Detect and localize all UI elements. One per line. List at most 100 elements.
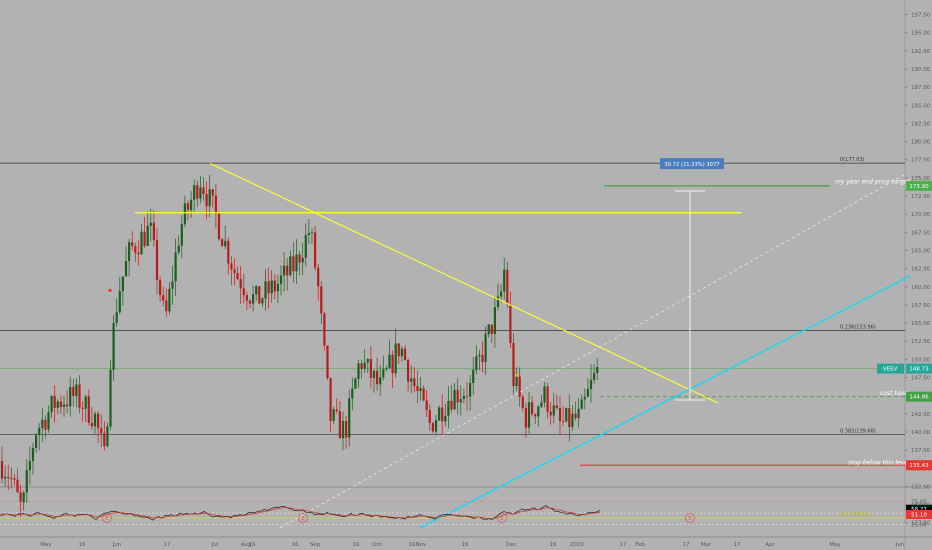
signal-dot bbox=[515, 373, 519, 377]
candle-body bbox=[103, 433, 106, 447]
candle-body bbox=[112, 322, 115, 370]
price-tag-label: 173.90 bbox=[909, 184, 929, 190]
candle-body bbox=[289, 256, 292, 276]
rsi-line bbox=[0, 505, 601, 521]
earnings-marker[interactable] bbox=[497, 513, 507, 523]
candle-body bbox=[258, 286, 261, 304]
price-axis[interactable]: 197.50 195.00 192.50 190.00 187.50 185.00 182.… bbox=[877, 13, 932, 527]
candle-body bbox=[314, 232, 317, 268]
fib-label: 0.236(153.96) bbox=[840, 325, 876, 331]
fib-label: 0.382(139.68) bbox=[840, 428, 876, 434]
earnings-marker-label: E bbox=[500, 516, 503, 522]
candle-body bbox=[444, 415, 447, 422]
descending-trendline[interactable] bbox=[209, 162, 719, 404]
candle-body bbox=[149, 222, 152, 226]
price-tag-label: 135.43 bbox=[909, 463, 929, 469]
candle-body bbox=[351, 388, 354, 399]
candle-body bbox=[500, 291, 503, 297]
rsi-value-label: 51.10 bbox=[911, 512, 927, 518]
candle-body bbox=[283, 265, 286, 276]
candle-body bbox=[425, 400, 428, 411]
candle-body bbox=[264, 281, 267, 299]
time-tick-label: 17 bbox=[620, 542, 627, 548]
candle-body bbox=[224, 240, 227, 247]
candle-body bbox=[478, 354, 481, 357]
candle-body bbox=[193, 185, 196, 200]
candle-body bbox=[593, 373, 596, 380]
candle-body bbox=[379, 377, 382, 385]
candle-body bbox=[360, 363, 363, 369]
candle-body bbox=[438, 407, 441, 421]
candle-body bbox=[245, 295, 248, 301]
candle-body bbox=[376, 370, 379, 385]
candle-body bbox=[329, 378, 332, 422]
price-tick-label: 167.50 bbox=[911, 230, 931, 236]
candle-body bbox=[447, 400, 450, 416]
candle-body bbox=[233, 269, 236, 274]
candle-body bbox=[131, 242, 134, 247]
candle-body bbox=[320, 286, 323, 314]
candle-body bbox=[84, 396, 87, 409]
candle-body bbox=[518, 376, 521, 397]
rsi-tick-label: 75.00 bbox=[911, 500, 927, 506]
candle-body bbox=[152, 222, 155, 241]
candle-body bbox=[174, 252, 177, 282]
candle-body bbox=[4, 476, 7, 479]
candle-body bbox=[335, 409, 338, 412]
candle-body bbox=[252, 294, 255, 304]
candle-body bbox=[25, 470, 28, 493]
candle-body bbox=[512, 343, 515, 387]
time-tick-label: Sep bbox=[310, 542, 321, 548]
earnings-marker-label: E bbox=[301, 516, 304, 522]
time-tick-label: 16 bbox=[249, 542, 256, 548]
time-tick-label: Dec bbox=[506, 542, 517, 548]
support-trendline[interactable] bbox=[419, 275, 911, 529]
time-tick-label: 17 bbox=[734, 542, 741, 548]
price-tick-label: 152.50 bbox=[911, 339, 931, 345]
candle-body bbox=[422, 388, 425, 401]
candle-body bbox=[248, 300, 252, 304]
candle-body bbox=[62, 404, 66, 408]
candle-body bbox=[221, 239, 224, 247]
candle-body bbox=[0, 461, 4, 479]
price-tick-label: 185.00 bbox=[911, 103, 931, 109]
candle-body bbox=[273, 280, 276, 292]
fib-label: 0(177.03) bbox=[840, 157, 865, 163]
candle-body bbox=[208, 189, 211, 207]
candle-body bbox=[540, 402, 543, 407]
earnings-marker[interactable] bbox=[298, 513, 308, 523]
candle-body bbox=[124, 261, 128, 277]
candle-body bbox=[22, 492, 25, 503]
candle-body bbox=[363, 362, 366, 369]
candle-body bbox=[72, 386, 75, 396]
candle-body bbox=[372, 370, 376, 378]
candle-body bbox=[481, 354, 484, 362]
time-tick-label: 17 bbox=[164, 542, 171, 548]
candle-body bbox=[16, 479, 19, 493]
earnings-marker[interactable] bbox=[102, 513, 112, 523]
earnings-marker[interactable] bbox=[685, 513, 695, 523]
rsi-value-tag bbox=[906, 509, 932, 519]
candle-body bbox=[295, 254, 298, 272]
candle-body bbox=[69, 386, 72, 407]
price-tag bbox=[906, 180, 932, 191]
price-tag-label: 144.86 bbox=[909, 395, 929, 401]
candle-body bbox=[345, 420, 348, 438]
candle-body bbox=[391, 354, 394, 374]
time-tick-label: Jun bbox=[895, 542, 905, 548]
price-tag-label: 148.73 bbox=[909, 367, 929, 373]
price-tick-label: 180.00 bbox=[911, 140, 931, 146]
candle-body bbox=[109, 369, 112, 427]
candle-body bbox=[577, 408, 580, 419]
price-tick-label: 172.50 bbox=[911, 194, 931, 200]
time-tick-label: 16 bbox=[79, 542, 86, 548]
candle-body bbox=[568, 408, 571, 427]
candle-body bbox=[490, 324, 493, 334]
candle-body bbox=[190, 199, 193, 210]
earnings-marker-label: E bbox=[105, 516, 108, 522]
candle-body bbox=[214, 195, 217, 214]
candle-body bbox=[459, 399, 462, 403]
